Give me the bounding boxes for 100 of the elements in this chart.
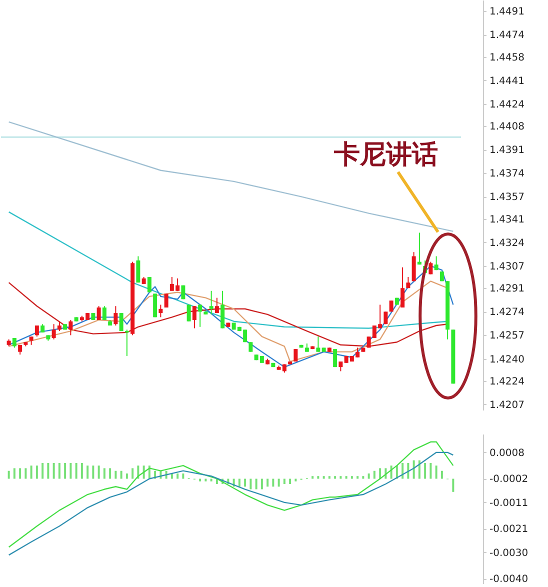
y-tick-label: 1.4441 [490,76,524,87]
candlestick [158,304,163,318]
bar [13,468,16,479]
candlestick [102,306,106,320]
y-tick-label: 1.4274 [490,307,524,318]
candlestick [316,336,320,352]
line-series [8,265,454,368]
bar [278,478,280,487]
line-series [8,211,448,329]
bar [182,473,184,479]
candlestick [434,256,438,271]
candlestick [192,306,196,329]
bar [402,462,404,479]
candlestick [248,342,253,352]
bar [30,466,32,479]
y-tick-label: 1.4240 [490,354,524,366]
y-tick-label: 1.4391 [490,145,524,156]
candlestick [147,276,152,293]
bar [260,478,263,490]
y-tick-label: 1.4324 [490,238,524,249]
bar [452,478,454,492]
bar [368,473,370,479]
candlestick [153,293,158,318]
bar [58,462,60,479]
bar [47,462,50,479]
candlestick [417,232,422,266]
line-series [8,441,454,548]
bar [52,462,55,479]
bar [424,462,426,479]
bar [328,476,330,479]
y-tick-label: 1.4257 [490,330,524,342]
y-tick-label: -0.0040 [490,574,528,586]
y-tick-label: 1.4474 [490,30,524,42]
bar [255,478,258,490]
bar [283,478,286,484]
y-tick-label: 1.4458 [490,52,524,64]
bar [266,478,269,487]
candlestick [220,290,225,329]
candlestick [34,325,39,338]
bar [334,476,336,479]
bar [312,476,314,479]
candlestick [428,261,433,275]
candlestick [384,311,388,325]
bar [70,462,72,479]
bar [272,478,274,487]
bar [19,468,22,479]
bar [373,470,376,479]
bar [114,470,117,479]
bar [345,476,348,479]
y-tick-label: 1.4424 [490,99,524,110]
bar [80,462,83,479]
y-tick-label: -0.0030 [490,548,528,559]
line-series [8,280,448,362]
bar [132,468,134,479]
bar [294,478,297,482]
bar [412,460,415,479]
candlestick [294,348,298,362]
bar [418,460,420,479]
bar [64,462,66,479]
bar [176,473,179,479]
bar [407,462,410,479]
candlestick [338,361,343,372]
bar [109,468,112,479]
candlestick [209,290,214,315]
y-tick-label: 0.0008 [490,448,524,459]
bar [350,476,353,479]
bar [430,462,432,479]
candlestick [400,266,405,308]
y-tick-label: 1.4357 [490,192,524,204]
bar [289,478,292,484]
bar [210,478,212,482]
candlestick [119,312,124,332]
bar [250,478,252,490]
bar [24,468,27,479]
bar [244,478,246,487]
bar [356,476,359,479]
candlestick [114,306,118,326]
bar [340,476,342,479]
bar [103,468,106,479]
y-tick-label: -0.0021 [490,524,528,536]
bar [379,468,382,479]
y-tick-label: 1.4374 [490,168,524,180]
bar [204,478,207,482]
y-tick-label: 1.4291 [490,284,524,295]
bar [86,466,89,479]
bar [98,466,100,479]
line-series [8,121,454,232]
bar [36,466,38,479]
line-series [8,452,454,556]
line-series [8,282,448,347]
candlestick [52,324,56,340]
y-tick-label: 1.4207 [490,400,524,411]
bar [440,470,443,479]
candlestick [96,306,101,320]
y-tick-label: -0.0002 [490,474,528,486]
candlestick [124,329,129,356]
y-tick-label: 1.4307 [490,261,524,272]
y-tick-label: 1.4341 [490,214,524,226]
bar [75,462,78,479]
candlestick [198,304,202,328]
